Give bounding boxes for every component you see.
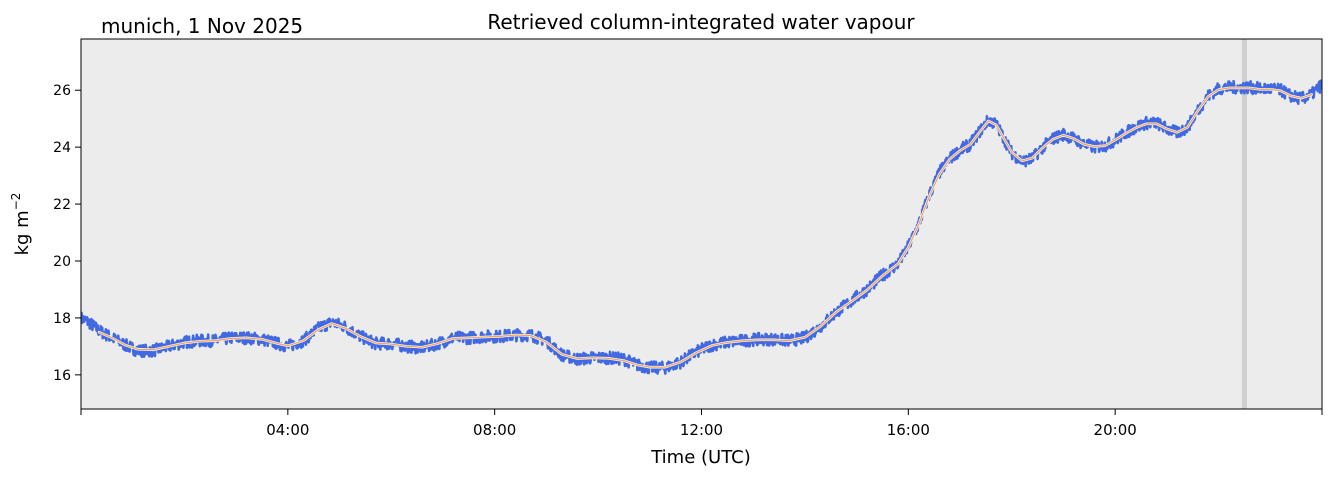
y-tick-label: 22 xyxy=(53,197,71,213)
x-axis-label: Time (UTC) xyxy=(650,447,751,468)
x-tick-label: 08:00 xyxy=(473,421,516,439)
plot-layer xyxy=(81,39,1322,409)
y-tick-label: 24 xyxy=(53,140,71,156)
chart-title: Retrieved column-integrated water vapour xyxy=(487,10,915,34)
y-tick-label: 16 xyxy=(53,368,71,384)
series-smoothed-line xyxy=(98,87,1313,368)
y-tick-label: 20 xyxy=(53,254,71,270)
data-gap-marker xyxy=(1241,39,1247,409)
y-axis-label-exponent: −2 xyxy=(9,193,23,211)
x-tick-label: 20:00 xyxy=(1094,421,1137,439)
series-raw-line xyxy=(81,79,1322,375)
y-tick-label: 26 xyxy=(53,83,71,99)
x-axis: 04:00 08:00 12:00 16:00 20:00 xyxy=(80,409,1323,439)
chart-subtitle: munich, 1 Nov 2025 xyxy=(101,14,303,38)
x-tick-label: 16:00 xyxy=(887,421,930,439)
x-tick-label: 12:00 xyxy=(680,421,723,439)
y-axis-label: kg m−2 xyxy=(9,193,33,256)
y-tick-label: 18 xyxy=(53,311,71,327)
y-axis-label-unit: kg m xyxy=(12,210,33,255)
plot-area xyxy=(81,39,1322,409)
x-tick-label: 04:00 xyxy=(266,421,309,439)
y-axis: 16 18 20 22 24 26 xyxy=(53,83,81,384)
